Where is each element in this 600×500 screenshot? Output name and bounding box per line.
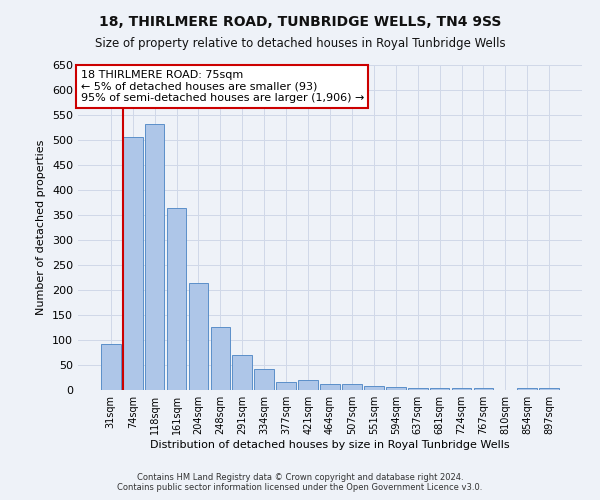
Bar <box>211 327 230 390</box>
X-axis label: Distribution of detached houses by size in Royal Tunbridge Wells: Distribution of detached houses by size … <box>150 440 510 450</box>
Bar <box>167 208 187 390</box>
Bar <box>452 388 472 390</box>
Bar <box>408 388 428 390</box>
Bar <box>145 124 164 390</box>
Bar <box>517 388 537 390</box>
Bar <box>101 344 121 390</box>
Y-axis label: Number of detached properties: Number of detached properties <box>37 140 46 315</box>
Bar <box>473 388 493 390</box>
Bar <box>364 386 384 390</box>
Bar <box>232 355 252 390</box>
Bar <box>320 384 340 390</box>
Bar <box>254 368 274 390</box>
Bar <box>298 380 318 390</box>
Text: 18, THIRLMERE ROAD, TUNBRIDGE WELLS, TN4 9SS: 18, THIRLMERE ROAD, TUNBRIDGE WELLS, TN4… <box>99 15 501 29</box>
Bar <box>539 388 559 390</box>
Text: Contains HM Land Registry data © Crown copyright and database right 2024.
Contai: Contains HM Land Registry data © Crown c… <box>118 473 482 492</box>
Text: Size of property relative to detached houses in Royal Tunbridge Wells: Size of property relative to detached ho… <box>95 38 505 51</box>
Bar <box>386 387 406 390</box>
Bar <box>430 388 449 390</box>
Text: 18 THIRLMERE ROAD: 75sqm
← 5% of detached houses are smaller (93)
95% of semi-de: 18 THIRLMERE ROAD: 75sqm ← 5% of detache… <box>80 70 364 103</box>
Bar <box>123 136 143 390</box>
Bar <box>188 282 208 390</box>
Bar <box>342 384 362 390</box>
Bar <box>276 382 296 390</box>
